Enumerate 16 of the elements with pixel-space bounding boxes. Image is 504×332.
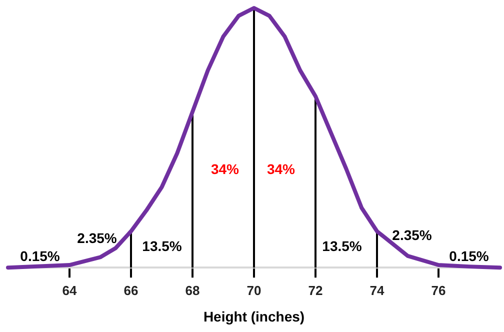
x-tick-label: 74 — [370, 282, 385, 298]
annotation: 0.15% — [449, 248, 490, 264]
x-tick-label: 64 — [62, 282, 78, 298]
annotation: 13.5% — [322, 238, 362, 254]
x-tick-label: 66 — [124, 282, 138, 298]
annotation: 2.35% — [392, 226, 432, 243]
x-axis-title: Height (inches) — [203, 308, 305, 324]
annotation: 0.15% — [20, 248, 60, 264]
annotation: 34% — [266, 160, 296, 177]
x-tick-label: 68 — [185, 282, 200, 298]
x-tick-label: 72 — [308, 282, 323, 298]
x-tick-label: 76 — [431, 282, 446, 298]
annotation: 34% — [210, 160, 240, 177]
annotation: 13.5% — [142, 238, 182, 254]
x-tick-label: 70 — [246, 282, 262, 298]
annotation: 2.35% — [77, 230, 118, 246]
